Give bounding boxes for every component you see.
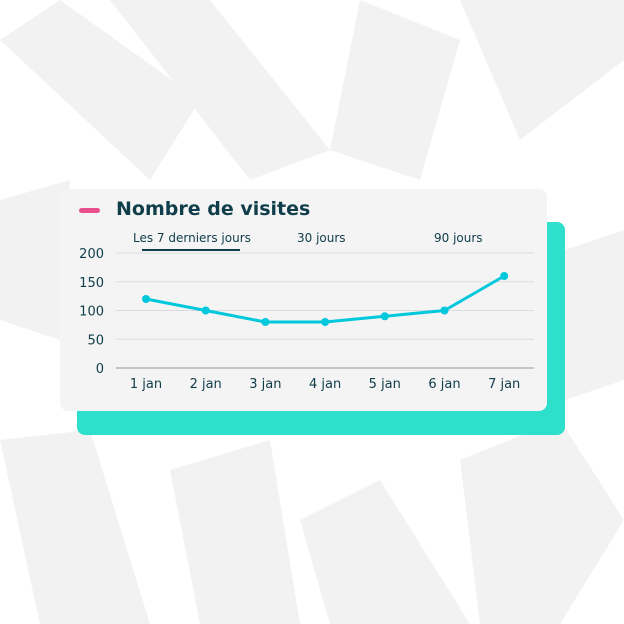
y-tick-label: 0 bbox=[96, 362, 104, 377]
x-tick-label: 7 jan bbox=[488, 377, 520, 392]
x-tick-label: 4 jan bbox=[309, 377, 341, 392]
chart-card bbox=[60, 189, 547, 411]
tab-90-days[interactable]: 90 jours bbox=[434, 231, 483, 245]
y-tick-label: 50 bbox=[87, 333, 104, 348]
legend-swatch bbox=[79, 208, 100, 213]
y-tick-label: 200 bbox=[79, 247, 104, 262]
data-point bbox=[321, 318, 330, 326]
data-point bbox=[380, 312, 389, 321]
data-point bbox=[142, 295, 150, 303]
data-point bbox=[261, 318, 270, 326]
active-tab-indicator bbox=[142, 249, 240, 251]
x-tick-label: 2 jan bbox=[190, 377, 222, 392]
x-tick-label: 6 jan bbox=[428, 377, 460, 392]
data-point bbox=[440, 306, 449, 315]
data-point bbox=[500, 272, 509, 280]
tab-7-days[interactable]: Les 7 derniers jours bbox=[133, 231, 251, 245]
y-tick-label: 100 bbox=[79, 305, 104, 320]
tab-30-days[interactable]: 30 jours bbox=[297, 231, 346, 245]
x-tick-label: 3 jan bbox=[249, 377, 281, 392]
y-tick-label: 150 bbox=[79, 276, 104, 291]
x-tick-label: 1 jan bbox=[130, 377, 162, 392]
chart-title: Nombre de visites bbox=[116, 198, 311, 220]
data-point bbox=[201, 306, 210, 315]
series-line bbox=[145, 274, 505, 324]
x-tick-label: 5 jan bbox=[369, 377, 401, 392]
